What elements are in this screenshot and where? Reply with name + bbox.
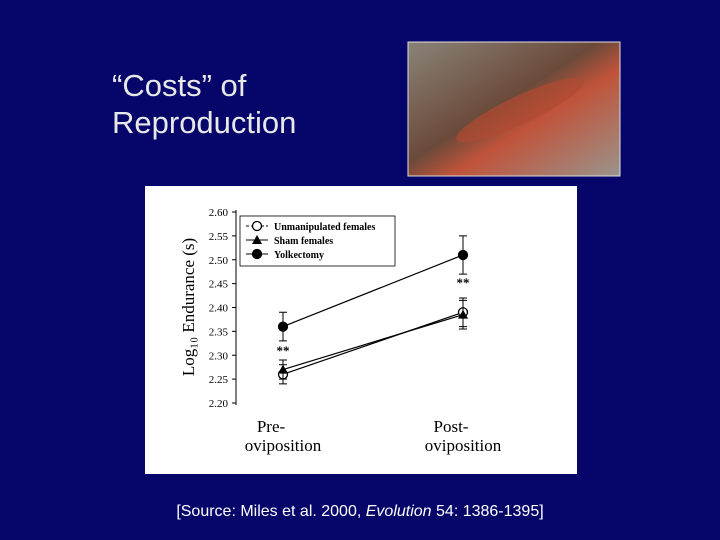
chart-panel bbox=[145, 186, 577, 474]
y-tick-label: 2.45 bbox=[209, 279, 229, 291]
label-line: oviposition bbox=[245, 436, 322, 455]
legend-label: Sham females bbox=[274, 236, 333, 247]
y-tick-label: 2.50 bbox=[209, 255, 229, 267]
marker bbox=[251, 220, 263, 232]
title-line: Reproduction bbox=[112, 105, 296, 140]
source-part: Evolution bbox=[366, 503, 432, 520]
series-line bbox=[282, 254, 464, 328]
y-tick-label: 2.55 bbox=[209, 231, 229, 243]
y-axis-label: Log₁₀ Endurance (s) bbox=[179, 238, 198, 376]
annotation: ** bbox=[277, 343, 290, 358]
legend-label: Unmanipulated females bbox=[274, 222, 376, 233]
marker bbox=[251, 248, 263, 260]
y-tick-label: 2.30 bbox=[209, 350, 229, 362]
legend-label: Yolkectomy bbox=[274, 250, 324, 261]
lizard-photo bbox=[407, 41, 621, 177]
marker bbox=[252, 235, 262, 244]
series-line bbox=[282, 311, 464, 375]
photo-detail bbox=[456, 77, 584, 143]
marker bbox=[277, 321, 289, 332]
y-tick-label: 2.40 bbox=[209, 303, 229, 315]
y-tick-label: 2.60 bbox=[209, 207, 229, 219]
y-tick-label: 2.35 bbox=[209, 326, 229, 338]
label-line: Pre- bbox=[257, 417, 286, 436]
title-line: “Costs” of bbox=[112, 68, 247, 103]
x-tick-label: Post-oviposition bbox=[425, 417, 502, 455]
source-citation: [Source: Miles et al. 2000, Evolution 54… bbox=[176, 503, 543, 520]
marker bbox=[278, 364, 288, 374]
slide-title: “Costs” of Reproduction bbox=[112, 68, 296, 140]
source-part: 54: 1386-1395] bbox=[432, 503, 544, 520]
label-line: oviposition bbox=[425, 436, 502, 455]
series-line bbox=[282, 314, 464, 371]
marker bbox=[457, 249, 469, 261]
legend-box bbox=[239, 215, 396, 267]
chart: 2.20 2.25 2.30 2.35 2.40 2.45 2.50 2.55 2.60 Log₁… bbox=[179, 207, 502, 455]
annotation: ** bbox=[457, 275, 470, 290]
label-line: Post- bbox=[434, 417, 469, 436]
marker bbox=[458, 309, 468, 319]
y-tick-label: 2.20 bbox=[209, 398, 229, 410]
x-tick-label: Pre-oviposition bbox=[245, 417, 322, 455]
y-tick-label: 2.25 bbox=[209, 374, 229, 386]
source-part: [Source: Miles et al. 2000, bbox=[176, 503, 365, 520]
